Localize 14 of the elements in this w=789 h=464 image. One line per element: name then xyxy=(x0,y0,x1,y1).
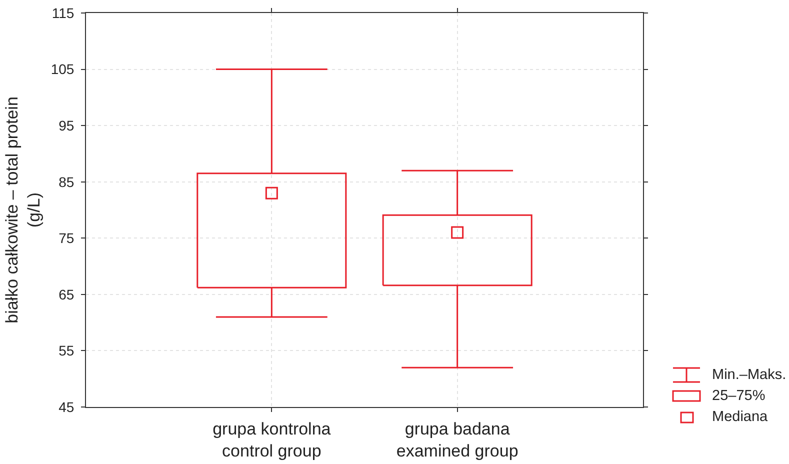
text: Mediana xyxy=(712,409,769,425)
x-tick-label: grupa kontrolna control group xyxy=(212,419,332,460)
text: Min.–Maks. xyxy=(712,367,786,383)
y-tick-label: 115 xyxy=(52,4,74,21)
y-axis-title: białko całkowite – total protein (g/L) xyxy=(2,96,44,324)
y-tick-label: 85 xyxy=(58,174,74,190)
x-tick-label: grupa badana examined group xyxy=(396,419,518,460)
y-tick-label: 75 xyxy=(58,230,74,246)
y-tick-label: 55 xyxy=(58,342,74,359)
y-tick-label: 105 xyxy=(50,61,74,78)
y-tick-label: 45 xyxy=(58,398,74,415)
y-tick-label: 65 xyxy=(58,286,74,302)
text: 25–75% xyxy=(712,388,766,404)
y-tick-label: 95 xyxy=(58,117,74,134)
